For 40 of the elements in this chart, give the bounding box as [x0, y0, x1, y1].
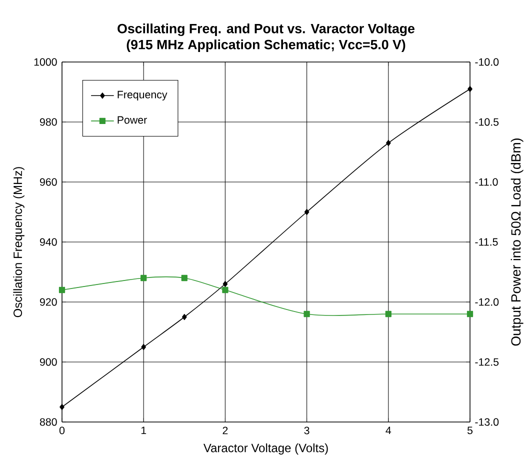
point [304, 310, 310, 318]
y-tick-label: 920 [40, 298, 57, 306]
chart-subtitle: (915 MHz Application Schematic; Vcc=5.0 V) [126, 40, 406, 52]
point [140, 274, 147, 282]
x-axis-title: Varactor Voltage (Volts) [203, 443, 328, 455]
y2-tick-label: -10.5 [475, 118, 499, 126]
y2-tick-label: -11.5 [475, 238, 498, 246]
point [58, 286, 66, 294]
y-tick-label: 960 [40, 178, 57, 186]
point [466, 310, 474, 318]
y-axis-title: Oscillation Frequency (MHz) [13, 167, 24, 318]
y2-tick-label: -11.0 [475, 178, 498, 186]
y-tick-label: 900 [40, 358, 57, 366]
y2-axis-title: Output Power into 50Ω Load (dBm) [510, 138, 524, 346]
point [182, 314, 187, 320]
x-tick-label: 4 [386, 426, 392, 434]
y2-tick-label: -12.0 [475, 298, 499, 306]
point [222, 286, 228, 294]
y2-tick-label: -12.5 [475, 358, 499, 366]
y2-tick-label: -13.0 [475, 418, 499, 426]
point [304, 208, 310, 216]
y-tick-label: 880 [40, 418, 57, 426]
x-tick-label: 0 [59, 426, 65, 434]
point [181, 274, 188, 282]
legend-label: Power [118, 116, 147, 124]
chart-title: Oscillating Freq. and Pout vs. Varactor Voltage [118, 24, 414, 36]
x-tick-label: 1 [141, 426, 146, 434]
point [141, 344, 146, 350]
x-tick-label: 5 [467, 426, 473, 434]
x-tick-label: 2 [222, 426, 228, 434]
point [385, 310, 392, 318]
legend-label: Frequency [118, 90, 168, 100]
x-tick-label: 3 [304, 426, 310, 434]
point [386, 140, 391, 146]
point [222, 280, 228, 288]
point [60, 404, 64, 410]
y-tick-label: 1000 [34, 58, 57, 66]
y-tick-label: 980 [40, 118, 57, 126]
y2-tick-label: -10.0 [475, 58, 499, 66]
y-tick-label: 940 [40, 238, 57, 246]
